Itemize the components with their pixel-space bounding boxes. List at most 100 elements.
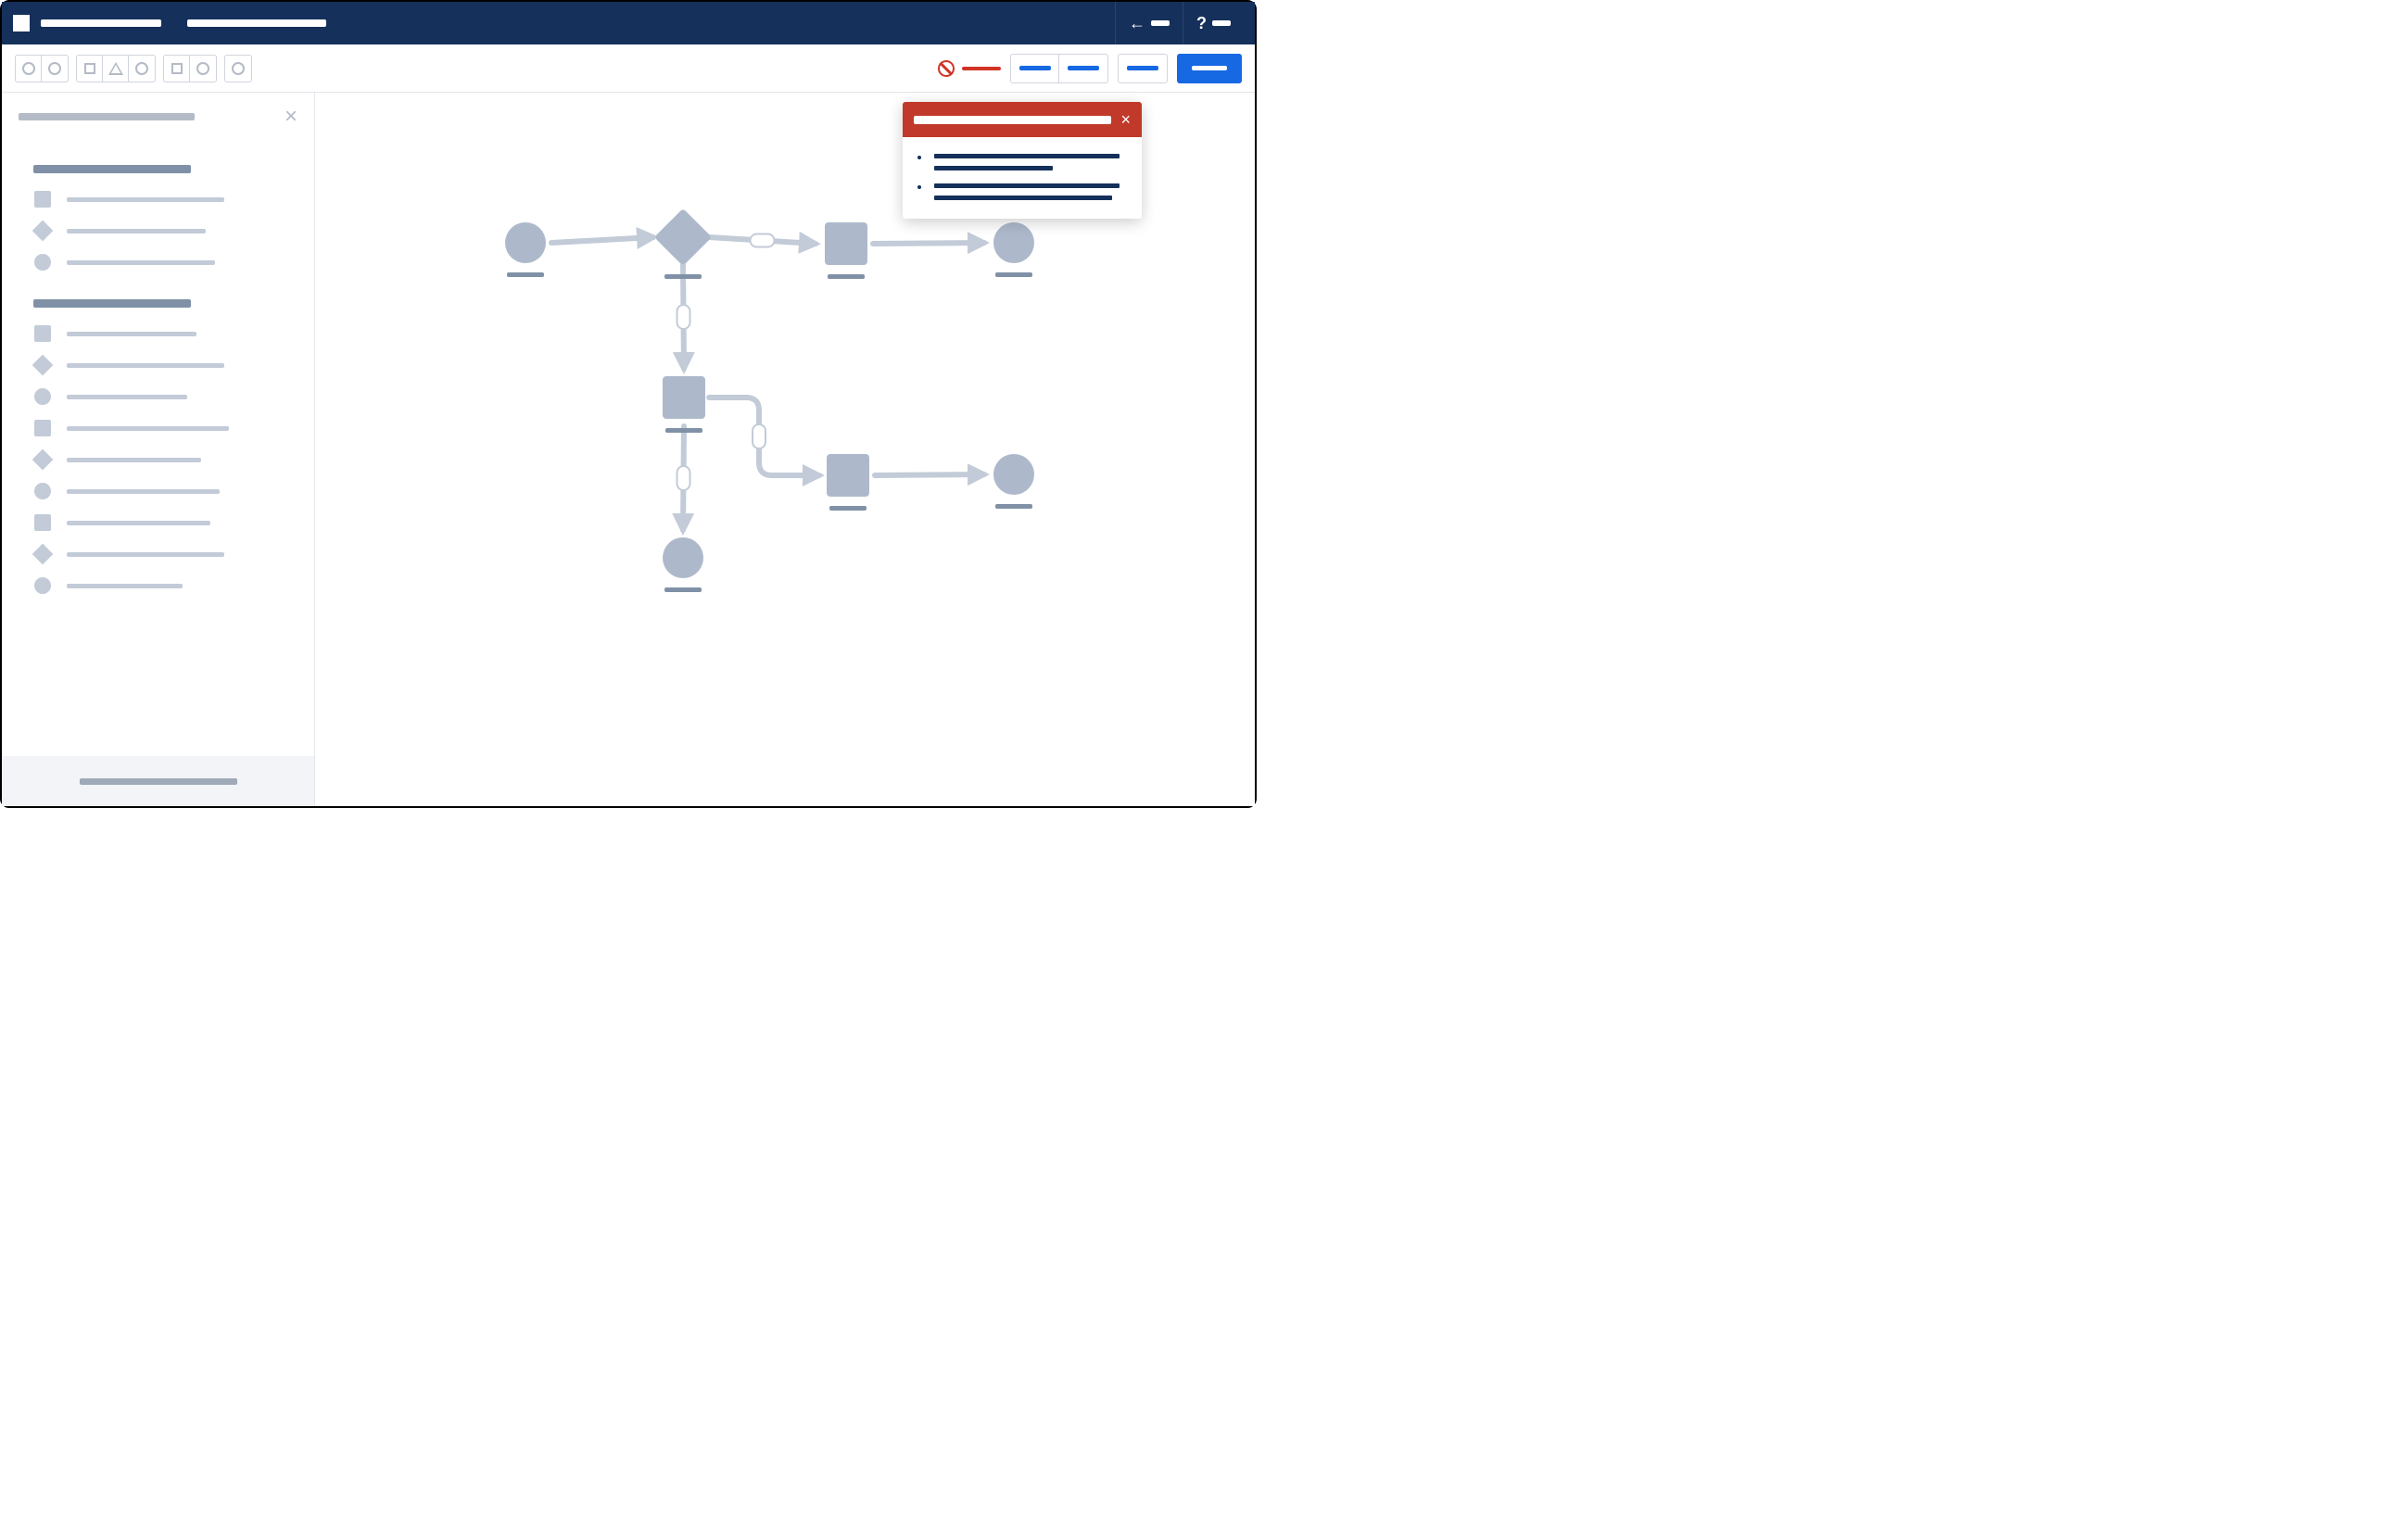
node-label [995,272,1032,277]
tool-triangle-button[interactable] [103,56,129,82]
palette-item-square[interactable] [33,513,296,532]
flow-node-square[interactable] [663,376,705,433]
palette-item-square[interactable] [33,324,296,343]
square-icon [84,63,95,74]
error-popup-title [914,116,1111,124]
flow-node-diamond[interactable] [663,217,703,279]
error-list-item[interactable] [917,154,1127,170]
app-logo-icon[interactable] [13,15,30,32]
flow-node-square[interactable] [827,454,869,511]
help-button[interactable]: ? [1183,2,1244,44]
circle-icon [232,62,245,75]
circle-icon [34,388,51,405]
edge-condition-pill[interactable] [677,305,690,329]
tool-circle-button[interactable] [129,56,155,82]
error-text [934,183,1120,188]
circle-icon [196,62,209,75]
palette-item-circle[interactable] [33,576,296,595]
flow-node-circle[interactable] [505,222,546,277]
node-label [664,587,702,592]
circle-icon [22,62,35,75]
tool-circle-button[interactable] [190,56,216,82]
flow-node-circle[interactable] [993,454,1034,509]
toolbar [2,44,1255,93]
circle-icon [34,577,51,594]
edge-condition-pill[interactable] [751,234,775,247]
error-popup: × [903,102,1142,219]
palette-item-label [67,552,224,557]
error-list-item[interactable] [917,183,1127,200]
action-group-tertiary [1118,54,1168,83]
sidebar-header: × [2,93,314,137]
circle-icon [34,483,51,499]
action-button-a[interactable] [1011,55,1059,82]
tool-circle-button[interactable] [16,56,42,82]
prohibit-icon [938,60,955,77]
sidebar-body [2,137,314,756]
app-title-primary [41,19,161,27]
node-label [828,274,865,279]
flow-edge [683,426,684,530]
sidebar-close-button[interactable]: × [285,106,297,128]
circle-icon [135,62,148,75]
node-label [829,506,867,511]
tool-group-3 [224,55,252,82]
action-button-b[interactable] [1059,55,1107,82]
palette-item-circle[interactable] [33,253,296,271]
flow-edge [875,474,984,475]
palette-item-circle[interactable] [33,482,296,500]
palette-item-square[interactable] [33,190,296,208]
primary-label [1192,66,1227,70]
palette-item-diamond[interactable] [33,545,296,563]
flow-node-square[interactable] [825,222,867,279]
palette-item-label [67,458,201,462]
edge-condition-pill[interactable] [677,466,690,490]
tool-shape-groups [15,55,259,82]
error-indicator-label [962,67,1001,70]
diamond-icon [32,355,54,376]
diamond-icon [32,221,54,242]
palette-item-diamond[interactable] [33,356,296,374]
palette-item-label [67,584,183,588]
palette-item-diamond[interactable] [33,221,296,240]
square-icon [34,514,51,531]
flow-edge [551,237,653,243]
secondary-button[interactable] [1119,55,1167,82]
flowchart-canvas[interactable]: × [315,93,1255,806]
validation-error-indicator[interactable] [938,60,1001,77]
palette-item-diamond[interactable] [33,450,296,469]
tool-group-2 [163,55,217,82]
palette-item-square[interactable] [33,419,296,437]
palette-section-heading [33,165,191,173]
sidebar-title [19,113,195,120]
flow-node-circle[interactable] [993,222,1034,277]
error-popup-close-button[interactable]: × [1120,111,1131,128]
sidebar-footer[interactable] [2,756,314,806]
palette-item-label [67,229,206,234]
square-icon [34,191,51,208]
tool-circle-button[interactable] [225,56,251,82]
palette-item-circle[interactable] [33,387,296,406]
palette-item-label [67,197,224,202]
main-area: × × [2,93,1255,806]
help-icon: ? [1196,14,1207,33]
square-icon [827,454,869,497]
bullet-icon [917,156,921,159]
app-header: ← ? [2,2,1255,44]
node-label [665,428,702,433]
diamond-icon [32,544,54,565]
edge-condition-pill[interactable] [753,424,765,448]
error-text [934,154,1120,158]
flow-edge [873,243,984,244]
action-group-secondary [1010,54,1108,83]
square-icon [34,420,51,436]
arrow-left-icon: ← [1129,14,1145,33]
flow-edge [683,265,684,369]
primary-button[interactable] [1177,54,1242,83]
back-button[interactable]: ← [1115,2,1183,44]
tool-circle-button[interactable] [42,56,68,82]
circle-icon [993,222,1034,263]
flow-node-circle[interactable] [663,537,703,592]
tool-square-button[interactable] [164,56,190,82]
tool-square-button[interactable] [77,56,103,82]
